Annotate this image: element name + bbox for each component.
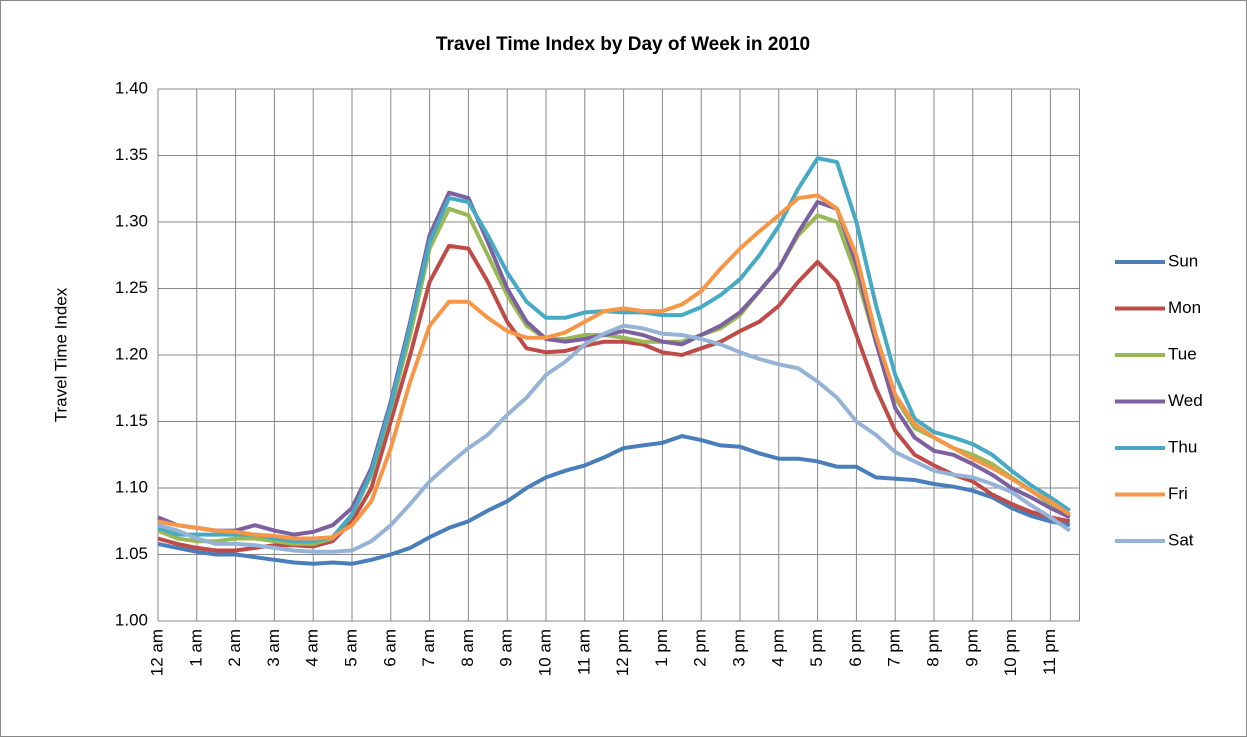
x-tick-label: 4 pm [768, 629, 787, 667]
y-tick-label: 1.00 [115, 610, 148, 629]
y-tick-label: 1.40 [115, 78, 148, 97]
x-tick-label: 6 pm [846, 629, 865, 667]
x-tick-label: 6 am [380, 629, 399, 667]
y-tick-label: 1.25 [115, 278, 148, 297]
x-tick-label: 8 pm [923, 629, 942, 667]
x-tick-label: 7 pm [885, 629, 904, 667]
y-tick-label: 1.30 [115, 211, 148, 230]
x-tick-label: 3 pm [729, 629, 748, 667]
x-tick-label: 10 pm [1001, 629, 1020, 676]
x-tick-label: 9 am [497, 629, 516, 667]
legend-label: Sun [1168, 251, 1198, 270]
x-tick-label: 1 am [186, 629, 205, 667]
x-tick-label: 4 am [303, 629, 322, 667]
y-tick-label: 1.15 [115, 411, 148, 430]
chart-title: Travel Time Index by Day of Week in 2010 [436, 34, 810, 55]
legend-label: Sat [1168, 530, 1194, 549]
y-tick-label: 1.20 [115, 344, 148, 363]
x-tick-label: 9 pm [962, 629, 981, 667]
x-tick-label: 8 am [458, 629, 477, 667]
x-tick-label: 12 am [147, 629, 166, 676]
x-tick-label: 3 am [264, 629, 283, 667]
x-tick-label: 1 pm [652, 629, 671, 667]
series-line [157, 193, 1071, 541]
series-line [157, 323, 1071, 554]
legend-label: Wed [1168, 391, 1203, 410]
x-tick-label: 2 am [225, 629, 244, 667]
x-tick-label: 5 pm [807, 629, 826, 667]
legend-label: Thu [1168, 437, 1197, 456]
legend-label: Fri [1168, 484, 1188, 503]
series-line [157, 434, 1071, 566]
series-line [157, 243, 1071, 553]
y-tick-label: 1.05 [115, 544, 148, 563]
series-line [157, 206, 1071, 546]
y-tick-label: 1.10 [115, 477, 148, 496]
x-tick-label: 2 pm [691, 629, 710, 667]
x-tick-label: 7 am [419, 629, 438, 667]
x-tick-label: 10 am [535, 629, 554, 676]
y-axis-label: Travel Time Index [51, 287, 70, 422]
x-tick-label: 11 am [574, 629, 593, 675]
x-tick-label: 5 am [341, 629, 360, 667]
legend-label: Tue [1168, 344, 1197, 363]
series-line [157, 190, 1071, 537]
y-tick-label: 1.35 [115, 145, 148, 164]
x-tick-label: 11 pm [1040, 629, 1059, 675]
x-tick-label: 12 pm [613, 629, 632, 676]
legend-label: Mon [1168, 298, 1201, 317]
